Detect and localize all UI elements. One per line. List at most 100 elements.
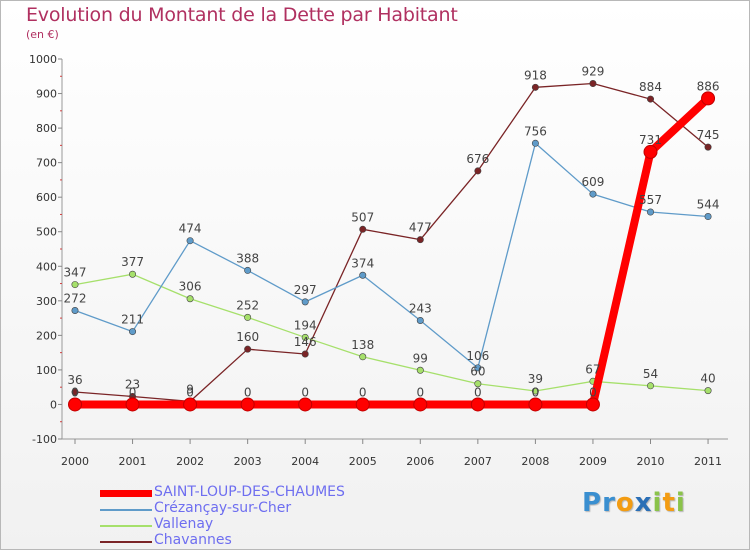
data-point <box>531 83 539 91</box>
data-label: 39 <box>528 372 543 386</box>
data-point <box>528 397 543 412</box>
data-point <box>643 144 658 159</box>
y-tick-label: 900 <box>36 88 57 101</box>
line-chart: -100010020030040050060070080090010002000… <box>29 53 728 468</box>
data-point <box>129 328 137 336</box>
data-label: 745 <box>697 128 720 142</box>
y-tick-label: 200 <box>36 329 57 342</box>
legend-swatch <box>100 509 152 511</box>
data-label: 0 <box>71 385 79 399</box>
data-label: 477 <box>409 221 432 235</box>
data-label: 211 <box>121 313 144 327</box>
legend-label: Vallenay <box>154 516 214 532</box>
data-label: 731 <box>639 133 662 147</box>
data-point <box>589 190 597 198</box>
chart-title: Evolution du Montant de la Dette par Hab… <box>26 4 458 26</box>
data-label: 0 <box>589 385 597 399</box>
x-tick-label: 2007 <box>464 455 492 468</box>
data-label: 36 <box>67 373 82 387</box>
x-tick-label: 2009 <box>579 455 607 468</box>
data-label: 0 <box>474 385 482 399</box>
legend-label: Chavannes <box>154 532 232 548</box>
data-label: 918 <box>524 68 547 82</box>
data-point <box>359 353 367 361</box>
data-label: 243 <box>409 302 432 316</box>
data-label: 23 <box>125 378 140 392</box>
logo-letter: x <box>634 488 653 518</box>
data-point <box>413 397 428 412</box>
x-tick-label: 2005 <box>349 455 377 468</box>
data-label: 609 <box>581 175 604 189</box>
data-point <box>186 295 194 303</box>
data-point <box>704 213 712 221</box>
y-tick-label: 1000 <box>29 53 57 66</box>
data-label: 347 <box>64 266 87 280</box>
data-label: 297 <box>294 283 317 297</box>
data-point <box>71 388 79 396</box>
chart-subtitle: (en €) <box>26 28 59 41</box>
data-label: 0 <box>359 385 367 399</box>
data-label: 886 <box>697 79 720 93</box>
data-point <box>68 397 82 412</box>
data-label: 306 <box>179 280 202 294</box>
series-line-vallenay <box>74 273 709 392</box>
data-point <box>474 380 482 388</box>
legend-swatch <box>100 525 152 527</box>
logo-letter: P <box>582 488 603 518</box>
data-label: 9 <box>186 382 194 396</box>
data-label: 160 <box>236 330 259 344</box>
data-point <box>298 397 313 412</box>
data-label: 272 <box>64 291 87 305</box>
data-point <box>359 271 367 279</box>
logo-letter: o <box>615 488 635 518</box>
x-tick-label: 2003 <box>234 455 262 468</box>
data-point <box>416 317 424 325</box>
data-point <box>71 281 79 289</box>
data-label: 0 <box>301 385 309 399</box>
data-point <box>301 350 309 358</box>
data-point <box>531 387 539 395</box>
data-point <box>474 167 482 175</box>
logo-letter: i <box>675 488 686 518</box>
logo-letter: r <box>602 488 616 518</box>
data-point <box>244 345 252 353</box>
series-line-chavannes <box>74 82 709 402</box>
data-label: 0 <box>129 385 137 399</box>
y-tick-label: 400 <box>36 260 57 273</box>
data-label: 374 <box>351 256 374 270</box>
data-label: 544 <box>697 198 720 212</box>
data-point <box>531 139 539 147</box>
data-label: 756 <box>524 124 547 138</box>
data-label: 146 <box>294 335 317 349</box>
data-label: 40 <box>700 372 715 386</box>
data-label: 884 <box>639 80 662 94</box>
y-tick-label: 500 <box>36 226 57 239</box>
data-label: 0 <box>244 385 252 399</box>
data-point <box>301 333 309 341</box>
data-label: 929 <box>581 65 604 79</box>
legend-label: SAINT-LOUP-DES-CHAUMES <box>154 484 345 500</box>
y-tick-label: -100 <box>32 433 57 446</box>
logo-letter: t <box>662 488 676 518</box>
data-label: 388 <box>236 251 259 265</box>
data-point <box>416 366 424 374</box>
data-label: 0 <box>532 385 540 399</box>
y-tick-label: 300 <box>36 295 57 308</box>
data-point <box>470 397 485 412</box>
x-tick-label: 2006 <box>406 455 434 468</box>
data-point <box>646 382 654 390</box>
data-label: 106 <box>466 349 489 363</box>
legend-label: Crézançay-sur-Cher <box>154 500 292 516</box>
data-point <box>240 397 255 412</box>
x-tick-label: 2001 <box>119 455 147 468</box>
data-label: 99 <box>413 351 428 365</box>
data-point <box>355 397 370 412</box>
legend-swatch <box>100 541 152 543</box>
x-tick-label: 2004 <box>291 455 319 468</box>
x-tick-label: 2002 <box>176 455 204 468</box>
data-label: 67 <box>585 362 600 376</box>
data-point <box>125 397 140 412</box>
logo-letter: i <box>652 488 663 518</box>
data-point <box>704 143 712 151</box>
data-point <box>701 91 716 106</box>
